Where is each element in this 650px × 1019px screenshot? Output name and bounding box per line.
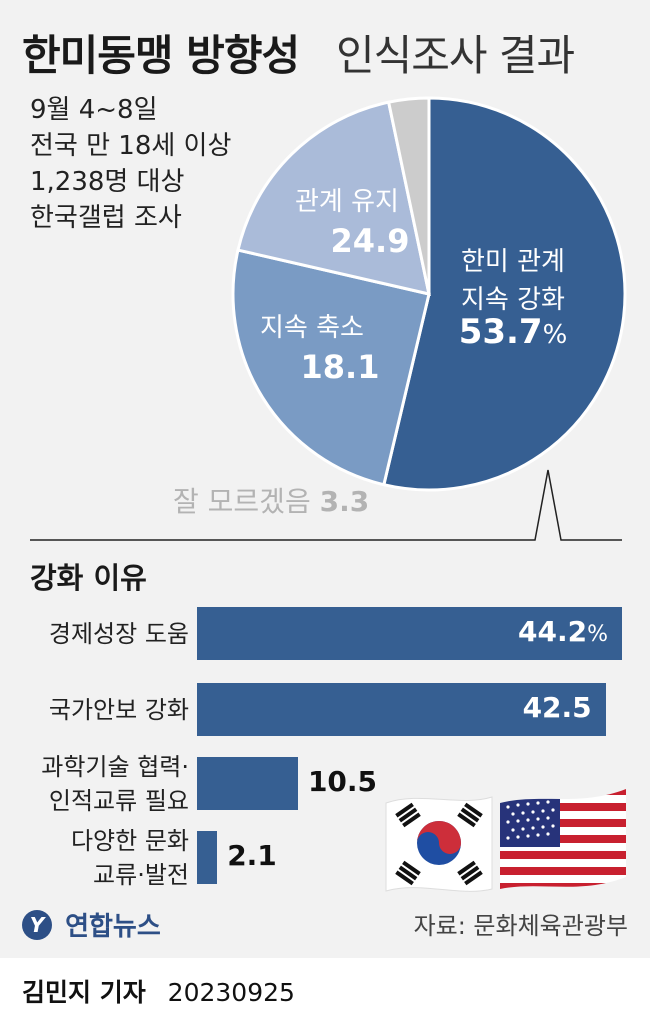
bar-category-label: 과학기술 협력· 인적교류 필요 — [41, 750, 189, 818]
title-light: 인식조사 결과 — [336, 31, 575, 80]
pie-slice-strengthen — [382, 96, 627, 492]
usa-flag-icon — [500, 789, 626, 889]
bar — [197, 757, 298, 810]
bar-value-label: 10.5 — [307, 765, 378, 798]
unknown-slice-label: 잘 모르겠음 3.3 — [173, 480, 369, 520]
title-bold: 한미동맹 방향성 — [22, 31, 300, 80]
pie-slice-maintain-value: 24.9 — [331, 222, 410, 260]
yonhap-logo-icon: Y — [22, 909, 52, 940]
pie-slice-reduce-value: 18.1 — [301, 348, 380, 386]
footer: 김민지 기자 20230925 — [22, 973, 295, 1009]
pie-slice-reduce-label: 지속 축소 — [260, 313, 364, 343]
bar-value-label: 44.2% — [518, 615, 608, 648]
bar-category-line: 다양한 문화 — [70, 826, 189, 855]
pie-slice-strengthen-unit: % — [543, 320, 568, 350]
source-credit: 자료: 문화체육관광부 — [413, 912, 628, 940]
bar — [197, 607, 622, 660]
bar-category-line: 국가안보 강화 — [48, 695, 189, 724]
bar-category-label: 경제성장 도움 — [49, 617, 189, 651]
unknown-slice-value: 3.3 — [319, 485, 370, 518]
bar — [197, 683, 606, 736]
flags-illustration — [385, 789, 626, 892]
korea-flag-icon — [385, 796, 493, 892]
bar-category-line: 경제성장 도움 — [48, 619, 189, 648]
pie-slice-strengthen-label: 지속 강화 — [461, 285, 565, 315]
pie-slice-maintain — [231, 248, 431, 487]
bar-value-label: 2.1 — [227, 839, 277, 872]
pie-slice-maintain-label: 관계 유지 — [295, 187, 399, 217]
bar-value-unit: % — [587, 622, 608, 647]
reporter-name: 김민지 기자 — [22, 978, 146, 1007]
bar-category-line: 교류·발전 — [93, 860, 189, 889]
survey-sample-size: 1,238명 대상 — [30, 167, 185, 197]
bar-category-line: 인적교류 필요 — [48, 786, 189, 815]
survey-date: 9월 4~8일 — [30, 95, 158, 125]
callout-pointer-line — [30, 469, 622, 541]
bar — [197, 831, 218, 884]
bar-category-label: 국가안보 강화 — [49, 693, 189, 727]
bar-category-line: 과학기술 협력· — [41, 752, 189, 781]
bar-value-label: 42.5 — [522, 691, 592, 724]
survey-organization: 한국갤럽 조사 — [30, 203, 182, 233]
pie-slice-strengthen-label: 한미 관계 — [461, 247, 565, 277]
pie-slice-unknown — [386, 96, 431, 295]
unknown-slice-name: 잘 모르겠음 — [173, 485, 311, 518]
yonhap-logo-text: 연합뉴스 — [65, 912, 161, 942]
pie-slice-reduce — [236, 100, 431, 296]
survey-population: 전국 만 18세 이상 — [30, 131, 232, 161]
publish-date: 20230925 — [167, 978, 295, 1007]
yonhap-logo: Y 연합뉴스 — [22, 906, 161, 943]
bar-chart-title: 강화 이유 — [30, 561, 147, 595]
